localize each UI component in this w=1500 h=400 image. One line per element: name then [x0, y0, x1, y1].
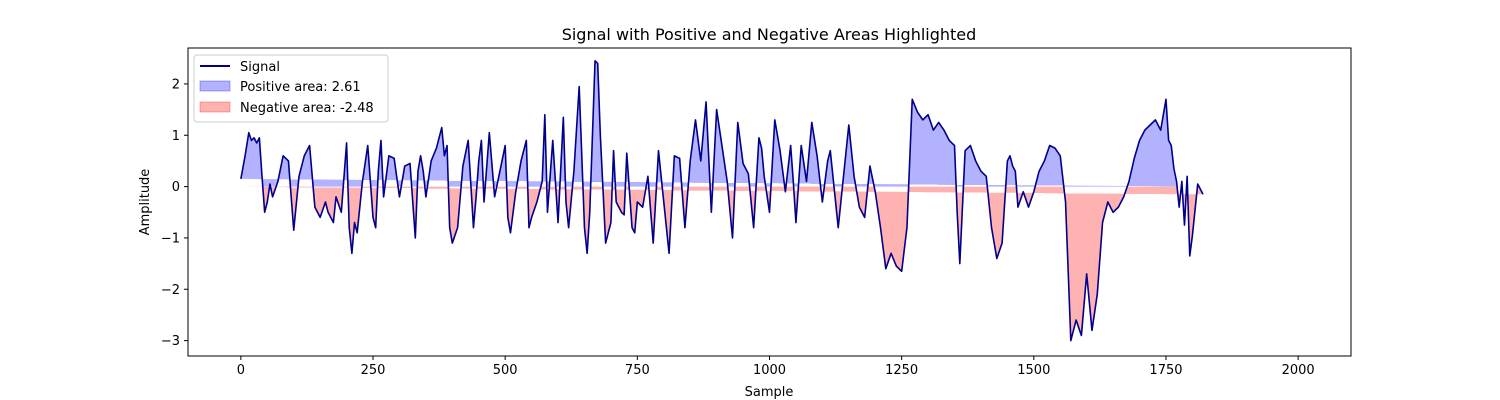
signal-line: [240, 60, 1204, 342]
y-tick-label: 0: [172, 180, 180, 195]
x-tick-label: 500: [493, 363, 518, 378]
y-tick-label: −2: [161, 283, 180, 298]
x-tick-label: 1750: [1149, 363, 1182, 378]
x-axis: 0 250 500 750 1000 1250 1500 1750 2000: [237, 356, 1315, 378]
legend-box: [193, 54, 389, 123]
legend-positive-label: Positive area: 2.61: [240, 80, 361, 95]
legend-signal-label: Signal: [240, 60, 280, 75]
x-tick-label: 750: [625, 363, 650, 378]
y-tick-label: 2: [172, 77, 180, 92]
y-tick-label: −3: [161, 334, 180, 349]
chart-title: Signal with Positive and Negative Areas …: [562, 25, 977, 44]
x-tick-label: 1250: [885, 363, 918, 378]
x-axis-label: Sample: [745, 385, 794, 400]
negative-area-fill: [240, 186, 1203, 341]
line-layer: [240, 60, 1204, 342]
x-tick-label: 0: [237, 363, 245, 378]
y-axis-label: Amplitude: [138, 169, 153, 236]
x-tick-label: 250: [361, 363, 386, 378]
y-axis: −3 −2 −1 0 1 2: [161, 77, 188, 349]
y-tick-label: 1: [172, 129, 180, 144]
legend: Signal Positive area: 2.61 Negative area…: [193, 54, 389, 123]
legend-negative-label: Negative area: -2.48: [240, 101, 374, 116]
legend-negative-swatch: [199, 101, 231, 113]
legend-positive-swatch: [199, 80, 231, 92]
plot-area: [240, 60, 1204, 342]
x-tick-label: 1500: [1017, 363, 1050, 378]
y-tick-label: −1: [161, 231, 180, 246]
x-tick-label: 2000: [1282, 363, 1315, 378]
x-tick-label: 1000: [753, 363, 786, 378]
